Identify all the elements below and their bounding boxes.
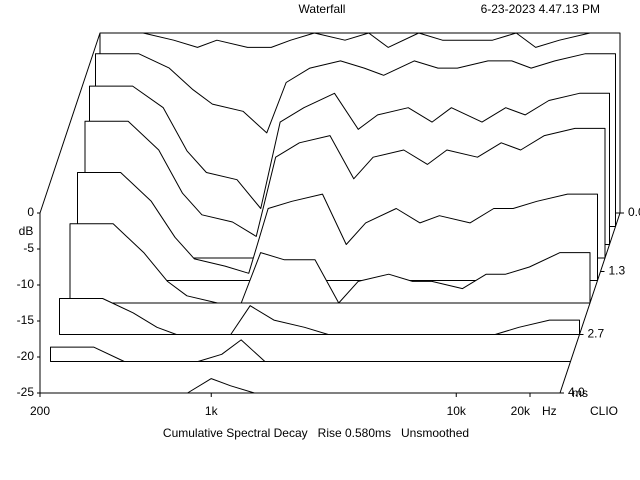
z-tick-label: 0.0 — [628, 205, 640, 219]
x-unit: Hz — [542, 404, 557, 418]
z-tick-label: 2.7 — [588, 327, 605, 341]
y-tick-label: -15 — [17, 313, 35, 327]
decay-slice — [39, 378, 561, 394]
y-tick-label: 0 — [27, 205, 34, 219]
decay-slice — [69, 223, 591, 304]
plot-area: 0 -5 -10 -15 -20 -25 200 1k 10k 20k 0.0 1.3 2.7 4.0 — [17, 32, 640, 418]
timestamp: 6-23-2023 4.47.13 PM — [481, 2, 600, 16]
z-unit: ms — [572, 386, 588, 400]
z-tick-label: 1.3 — [609, 264, 626, 278]
y-tick-label: -25 — [17, 385, 35, 399]
left-edge — [39, 32, 101, 214]
y-tick-label: -5 — [23, 241, 34, 255]
brand: CLIO — [590, 404, 618, 418]
x-tick-label: 200 — [30, 404, 50, 418]
decay-slice — [59, 298, 580, 335]
x-tick-label: 10k — [447, 404, 467, 418]
x-tick-label: 1k — [205, 404, 219, 418]
z-tick-label: 4.0 — [568, 385, 585, 399]
decay-slice — [50, 339, 571, 362]
caption: Cumulative Spectral Decay Rise 0.580ms U… — [163, 426, 469, 440]
x-tick-label: 20k — [511, 404, 531, 418]
decay-slice — [77, 172, 598, 281]
y-tick-label: -20 — [17, 349, 35, 363]
y-axis-label: dB — [19, 224, 34, 238]
y-tick-label: -10 — [17, 277, 35, 291]
chart-title: Waterfall — [299, 2, 346, 16]
